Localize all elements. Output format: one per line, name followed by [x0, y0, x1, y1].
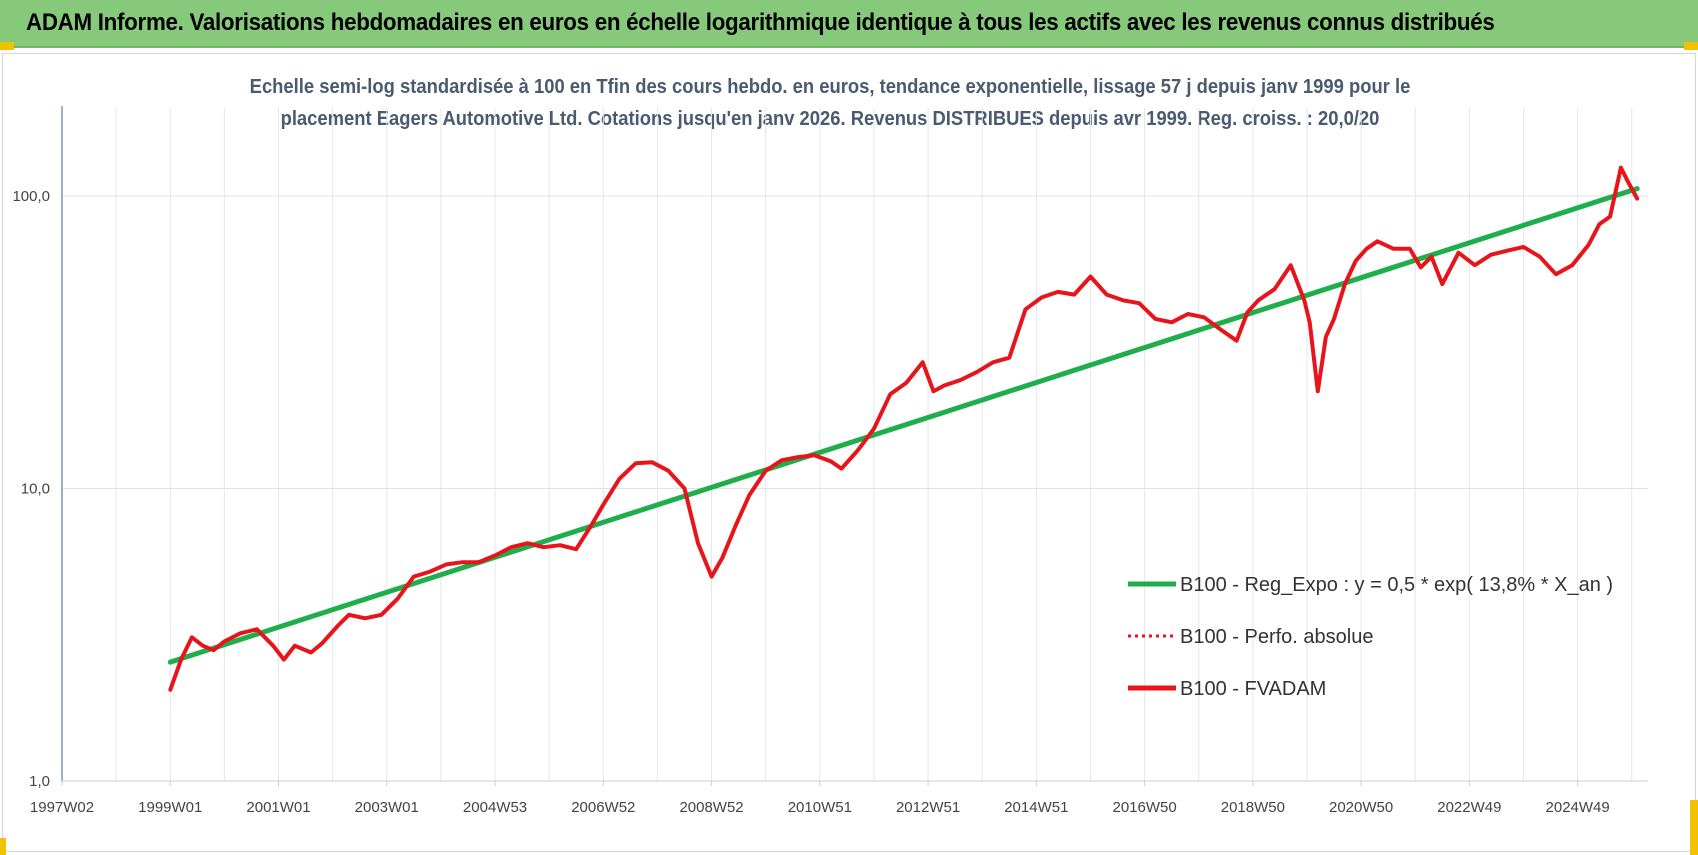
- legend-label: B100 - Reg_Expo : y = 0,5 * exp( 13,8% *…: [1180, 574, 1613, 596]
- x-tick-label: 2014W51: [1004, 799, 1068, 816]
- chart-title-line2: placement Eagers Automotive Ltd. Cotatio…: [280, 108, 1380, 130]
- x-tick-label: 2012W51: [896, 799, 960, 816]
- page-title: ADAM Informe. Valorisations hebdomadaire…: [26, 9, 1495, 36]
- x-tick-label: 2006W52: [571, 799, 635, 816]
- x-tick-label: 2022W49: [1437, 799, 1501, 816]
- y-tick-label: 100,0: [12, 188, 50, 205]
- x-tick-label: 2010W51: [788, 799, 852, 816]
- grid-layer: [61, 108, 1648, 782]
- x-tick-label: 2001W01: [246, 799, 310, 816]
- series-layer: [167, 165, 1640, 692]
- title-banner: ADAM Informe. Valorisations hebdomadaire…: [0, 0, 1698, 48]
- corner-marker-bl: [0, 838, 6, 855]
- x-tick-label: 2024W49: [1546, 799, 1610, 816]
- x-tick-label: 2016W50: [1112, 799, 1176, 816]
- x-tick-label: 2003W01: [355, 799, 419, 816]
- x-tick-label: 2020W50: [1329, 799, 1393, 816]
- x-tick-label: 2018W50: [1221, 799, 1285, 816]
- y-tick-label: 1,0: [29, 773, 50, 790]
- legend-label: B100 - Perfo. absolue: [1180, 626, 1373, 648]
- chart-frame: [2, 53, 1696, 852]
- y-tick-label: 10,0: [21, 481, 50, 498]
- series-line-b100-reg-expo-y-0-5-exp-13-8-x-an: [167, 186, 1640, 665]
- corner-marker-br: [1690, 800, 1698, 855]
- corner-marker-tl: [0, 42, 14, 50]
- corner-marker-tr: [1684, 42, 1698, 50]
- legend-label: B100 - FVADAM: [1180, 678, 1326, 700]
- legend: B100 - Reg_Expo : y = 0,5 * exp( 13,8% *…: [1128, 574, 1613, 700]
- x-tick-label: 1997W02: [30, 799, 94, 816]
- axis-layer: 1,0 10,0 100,0 1997W02 1999W01 2001W01 2003W01…: [12, 106, 1648, 816]
- x-tick-label: 2004W53: [463, 799, 527, 816]
- chart-title-line1: Echelle semi-log standardisée à 100 en T…: [249, 76, 1411, 98]
- x-tick-label: 2008W52: [679, 799, 743, 816]
- x-tick-label: 1999W01: [138, 799, 202, 816]
- series-line-b100-fvadam: [168, 165, 1640, 692]
